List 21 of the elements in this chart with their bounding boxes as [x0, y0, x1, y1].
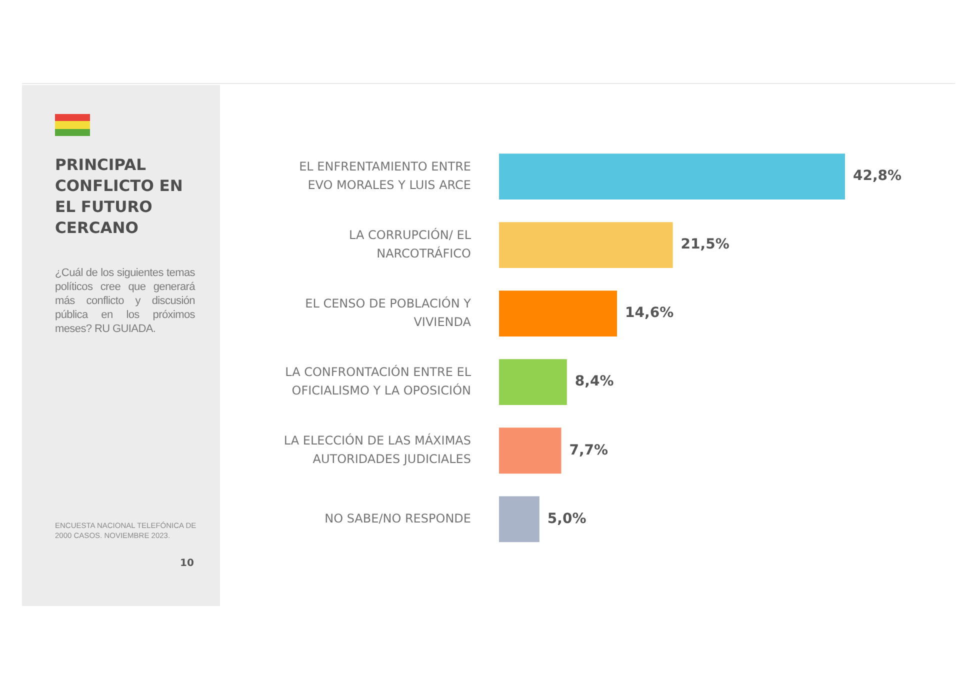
data-label: 8,4%	[574, 374, 614, 390]
data-label: 21,5%	[680, 236, 730, 253]
y-tick-label: LA ELECCIÓN DE LAS MÁXIMAS AUTORIDADES JUDICIALES	[284, 432, 471, 466]
bar	[499, 222, 673, 268]
data-label: 14,6%	[625, 305, 674, 322]
bar	[499, 359, 567, 406]
y-tick-label: NO SABE/NO RESPONDE	[324, 511, 471, 526]
bar	[499, 290, 618, 337]
text: ¿Cuál de los siguientes temas políticos cree que generará más conflicto y discusión pública en los próximos meses? RU GUIADA.	[55, 266, 195, 336]
data-label: 5,0%	[547, 510, 586, 527]
text: PRINCIPAL CONFLICTO EN EL FUTURO CERCANO	[55, 155, 184, 239]
y-tick-label: EL ENFRENTAMIENTO ENTRE EVO MORALES Y LUIS ARCE	[299, 159, 471, 192]
bar	[499, 154, 845, 200]
text: 10	[180, 558, 194, 570]
y-tick-label: LA CORRUPCIÓN/ EL NARCOTRÁFICO	[349, 226, 472, 260]
y-tick-label: EL CENSO DE POBLACIÓN Y VIVIENDA	[305, 295, 472, 330]
data-label: 7,7%	[569, 442, 608, 458]
data-label: 42,8%	[853, 168, 902, 184]
bar	[499, 428, 562, 474]
bar	[499, 496, 540, 542]
y-tick-label: LA CONFRONTACIÓN ENTRE EL OFICIALISMO Y LA OPOSICIÓN	[285, 364, 472, 398]
